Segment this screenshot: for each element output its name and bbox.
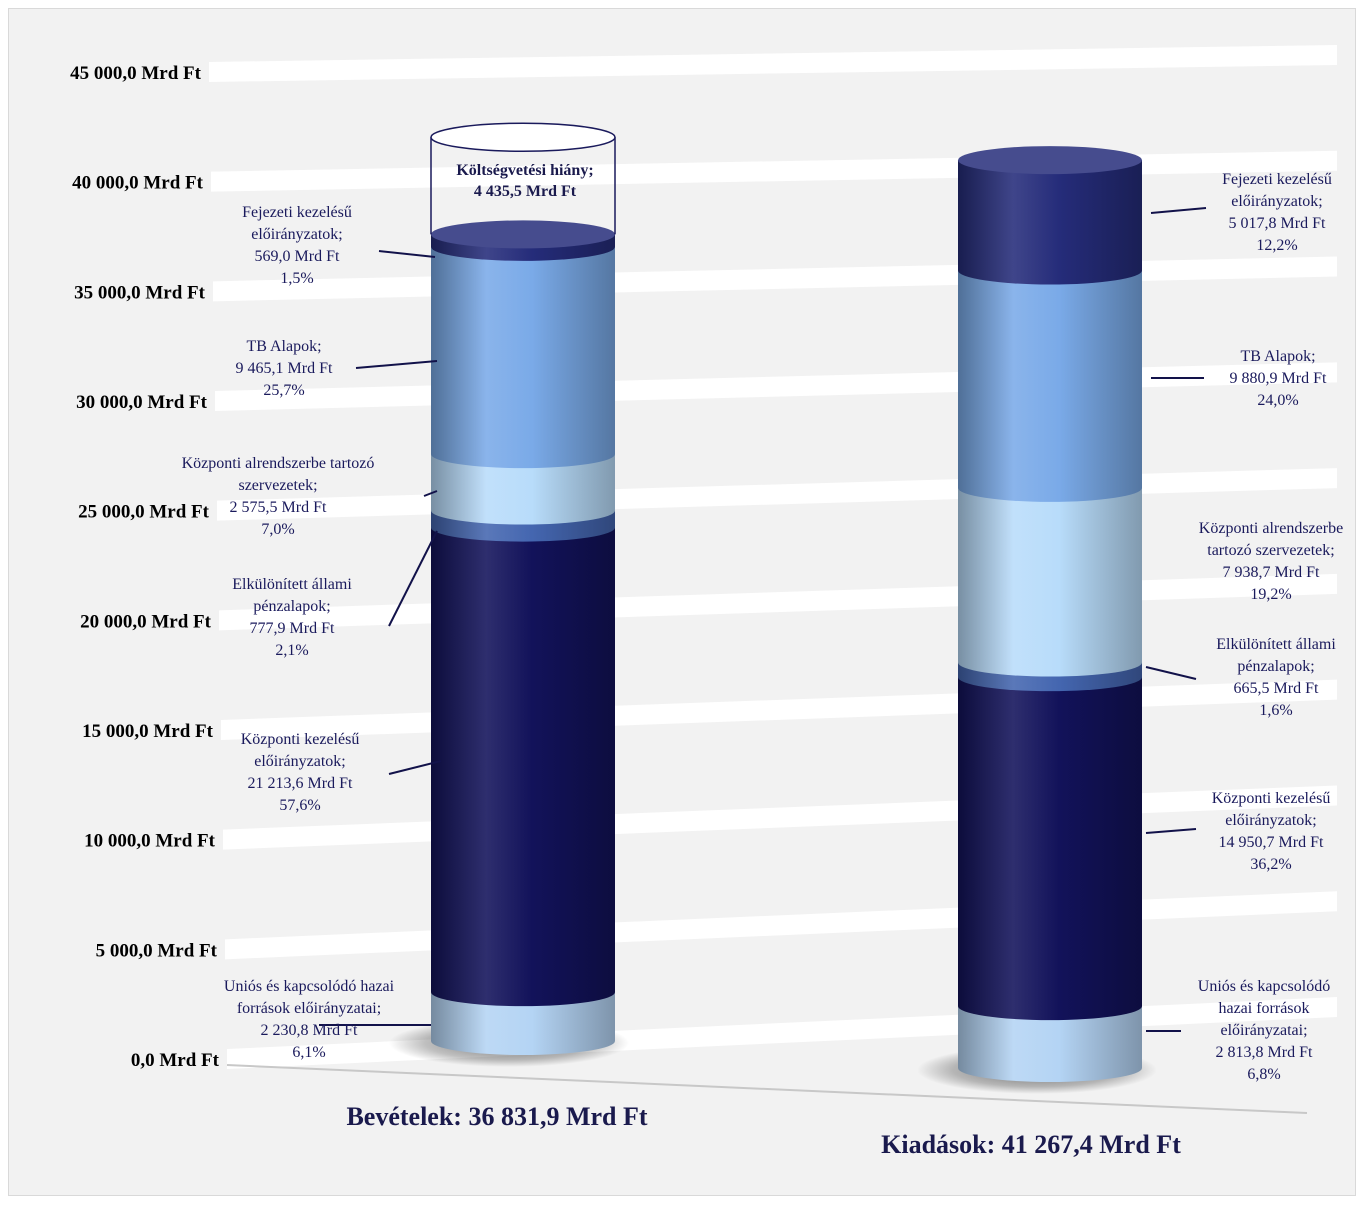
leader-line <box>1145 828 1197 834</box>
gridline-band <box>215 362 1337 411</box>
leader-line <box>423 490 438 497</box>
y-tick-label: 25 000,0 Mrd Ft <box>78 502 210 523</box>
bar-segment <box>958 487 1142 677</box>
segment-label: Központi kezelésű előirányzatok; 14 950,7 … <box>1212 790 1331 873</box>
segment-label: Központi kezelésű előirányzatok; 21 213,6 … <box>241 731 360 814</box>
leader-line <box>388 530 438 627</box>
leader-line <box>355 360 438 369</box>
segment-label: Fejezeti kezelésű előirányzatok; 569,0 Mrd… <box>242 204 352 287</box>
gridline-band <box>221 679 1337 740</box>
y-tick-label: 10 000,0 Mrd Ft <box>84 831 216 852</box>
deficit-label: Költségvetési hiány; 4 435,5 Mrd Ft <box>456 162 593 200</box>
segment-label: Uniós és kapcsolódó hazai források előirá… <box>224 978 395 1061</box>
cylinder-top <box>958 146 1142 175</box>
deficit-outline <box>430 137 616 235</box>
leader-line <box>1145 666 1197 680</box>
segment-label: Központi alrendszerbe tartozó szervezetek… <box>1199 520 1343 603</box>
gridline-band <box>209 45 1337 82</box>
gridline-band <box>213 256 1337 302</box>
floor-line <box>226 1064 1308 1114</box>
leader-line <box>378 250 436 258</box>
leader-line <box>388 760 442 775</box>
gridline-band <box>211 150 1337 192</box>
revenue-column <box>389 122 629 1067</box>
leader-line <box>1150 207 1207 214</box>
y-tick-label: 45 000,0 Mrd Ft <box>70 63 202 84</box>
gridline-band <box>223 785 1337 850</box>
bar-segment <box>958 270 1142 502</box>
y-tick-label: 20 000,0 Mrd Ft <box>80 611 212 632</box>
segment-label: TB Alapok; 9 465,1 Mrd Ft 25,7% <box>236 338 333 399</box>
cylinder-top <box>431 220 615 249</box>
bar-segment <box>958 160 1142 285</box>
segment-label: Fejezeti kezelésű előirányzatok; 5 017,8 M… <box>1222 171 1332 254</box>
gridline-band <box>217 468 1337 521</box>
bar-segment <box>958 677 1142 1021</box>
revenue-total-label: Bevételek: 36 831,9 Mrd Ft <box>346 1102 647 1131</box>
y-tick-label: 15 000,0 Mrd Ft <box>82 721 214 742</box>
y-tick-label: 5 000,0 Mrd Ft <box>96 940 218 961</box>
y-tick-label: 0,0 Mrd Ft <box>131 1050 220 1071</box>
bar-segment <box>431 454 615 525</box>
bar-segment <box>431 992 615 1055</box>
segment-label: TB Alapok; 9 880,9 Mrd Ft 24,0% <box>1230 348 1327 409</box>
segment-label: Elkülönített állami pénzalapok; 777,9 Mrd … <box>232 576 352 659</box>
bar-segment <box>431 246 615 469</box>
budget-cylinder-chart: 0,0 Mrd Ft 5 000,0 Mrd Ft 10 000,0 Mrd Ft 1… <box>70 45 1343 1159</box>
bar-segment <box>958 1006 1142 1082</box>
gridline-band <box>219 573 1337 631</box>
segment-label: Uniós és kapcsolódó hazai források előirán… <box>1198 978 1330 1083</box>
expenditure-column <box>917 146 1157 1094</box>
y-tick-label: 35 000,0 Mrd Ft <box>74 282 206 303</box>
bar-segment <box>431 527 615 1007</box>
gridline-band <box>227 997 1337 1069</box>
y-tick-label: 30 000,0 Mrd Ft <box>76 392 208 413</box>
segment-label: Központi alrendszerbe tartozó szervezetek… <box>182 455 375 538</box>
expenditure-total-label: Kiadások: 41 267,4 Mrd Ft <box>881 1130 1181 1159</box>
gridline-band <box>225 891 1337 960</box>
segment-label: Elkülönített állami pénzalapok; 665,5 Mrd … <box>1216 636 1336 719</box>
chart-frame: 0,0 Mrd Ft 5 000,0 Mrd Ft 10 000,0 Mrd Ft 1… <box>8 8 1356 1196</box>
y-tick-label: 40 000,0 Mrd Ft <box>72 173 204 194</box>
deficit-top <box>430 122 616 152</box>
